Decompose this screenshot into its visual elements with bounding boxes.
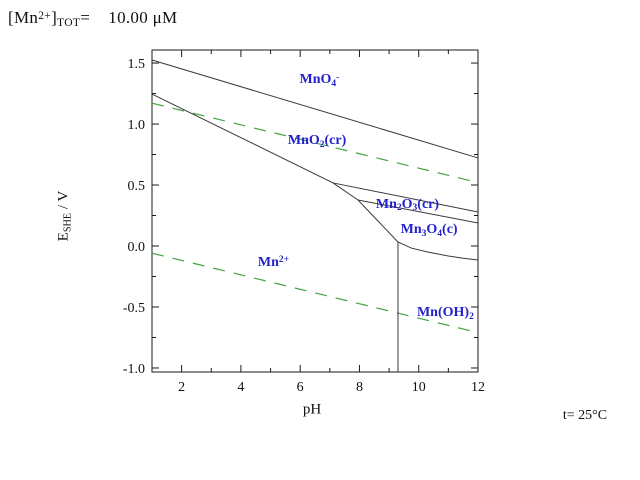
species-label-mno2-cr: MnO2(cr) [287,133,347,150]
boundary-line-mno2-mn2o3-boundary [332,182,479,213]
boundary-line-mn2o3-mn3o4-boundary [357,199,479,224]
x-tick-label: 8 [356,380,363,395]
species-label-mno4: MnO4- [299,72,340,89]
water-line-h2o-h2-limit [151,252,479,334]
x-tick-label: 4 [237,380,244,395]
y-tick-label: -1.0 [123,362,145,377]
x-tick-label: 2 [178,380,185,395]
species-label-mn2: Mn2+ [257,255,290,271]
species-label-mn3o4-c: Mn3O4(c) [400,222,458,239]
water-line-o2-h2o-limit [151,102,479,184]
y-tick-label: 0.0 [128,240,146,255]
y-tick-label: -0.5 [123,301,145,316]
boundary-line-mno4-mno2-boundary [151,59,479,159]
temperature-annotation: t= 25°C [562,408,608,423]
x-tick-label: 6 [297,380,304,395]
y-axis-title: ESHE / V [55,190,74,242]
x-axis-title: pH [302,401,322,418]
y-tick-label: 1.0 [128,118,146,133]
plot-frame [151,49,479,373]
species-label-mn-oh-2: Mn(OH)2 [416,305,474,322]
y-tick-label: 0.5 [128,179,146,194]
boundary-line-mno2-mn2-main-boundary [151,93,399,243]
boundary-line-mn3o4-mn-oh-2-boundary [397,241,479,261]
species-label-mn2o3-cr: Mn2O3(cr) [375,196,440,214]
x-tick-label: 10 [412,380,426,395]
x-tick-label: 12 [471,380,485,395]
total-concentration-title: [Mn2+]TOT= 10.00 μM [8,8,178,30]
y-tick-label: 1.5 [128,57,146,72]
